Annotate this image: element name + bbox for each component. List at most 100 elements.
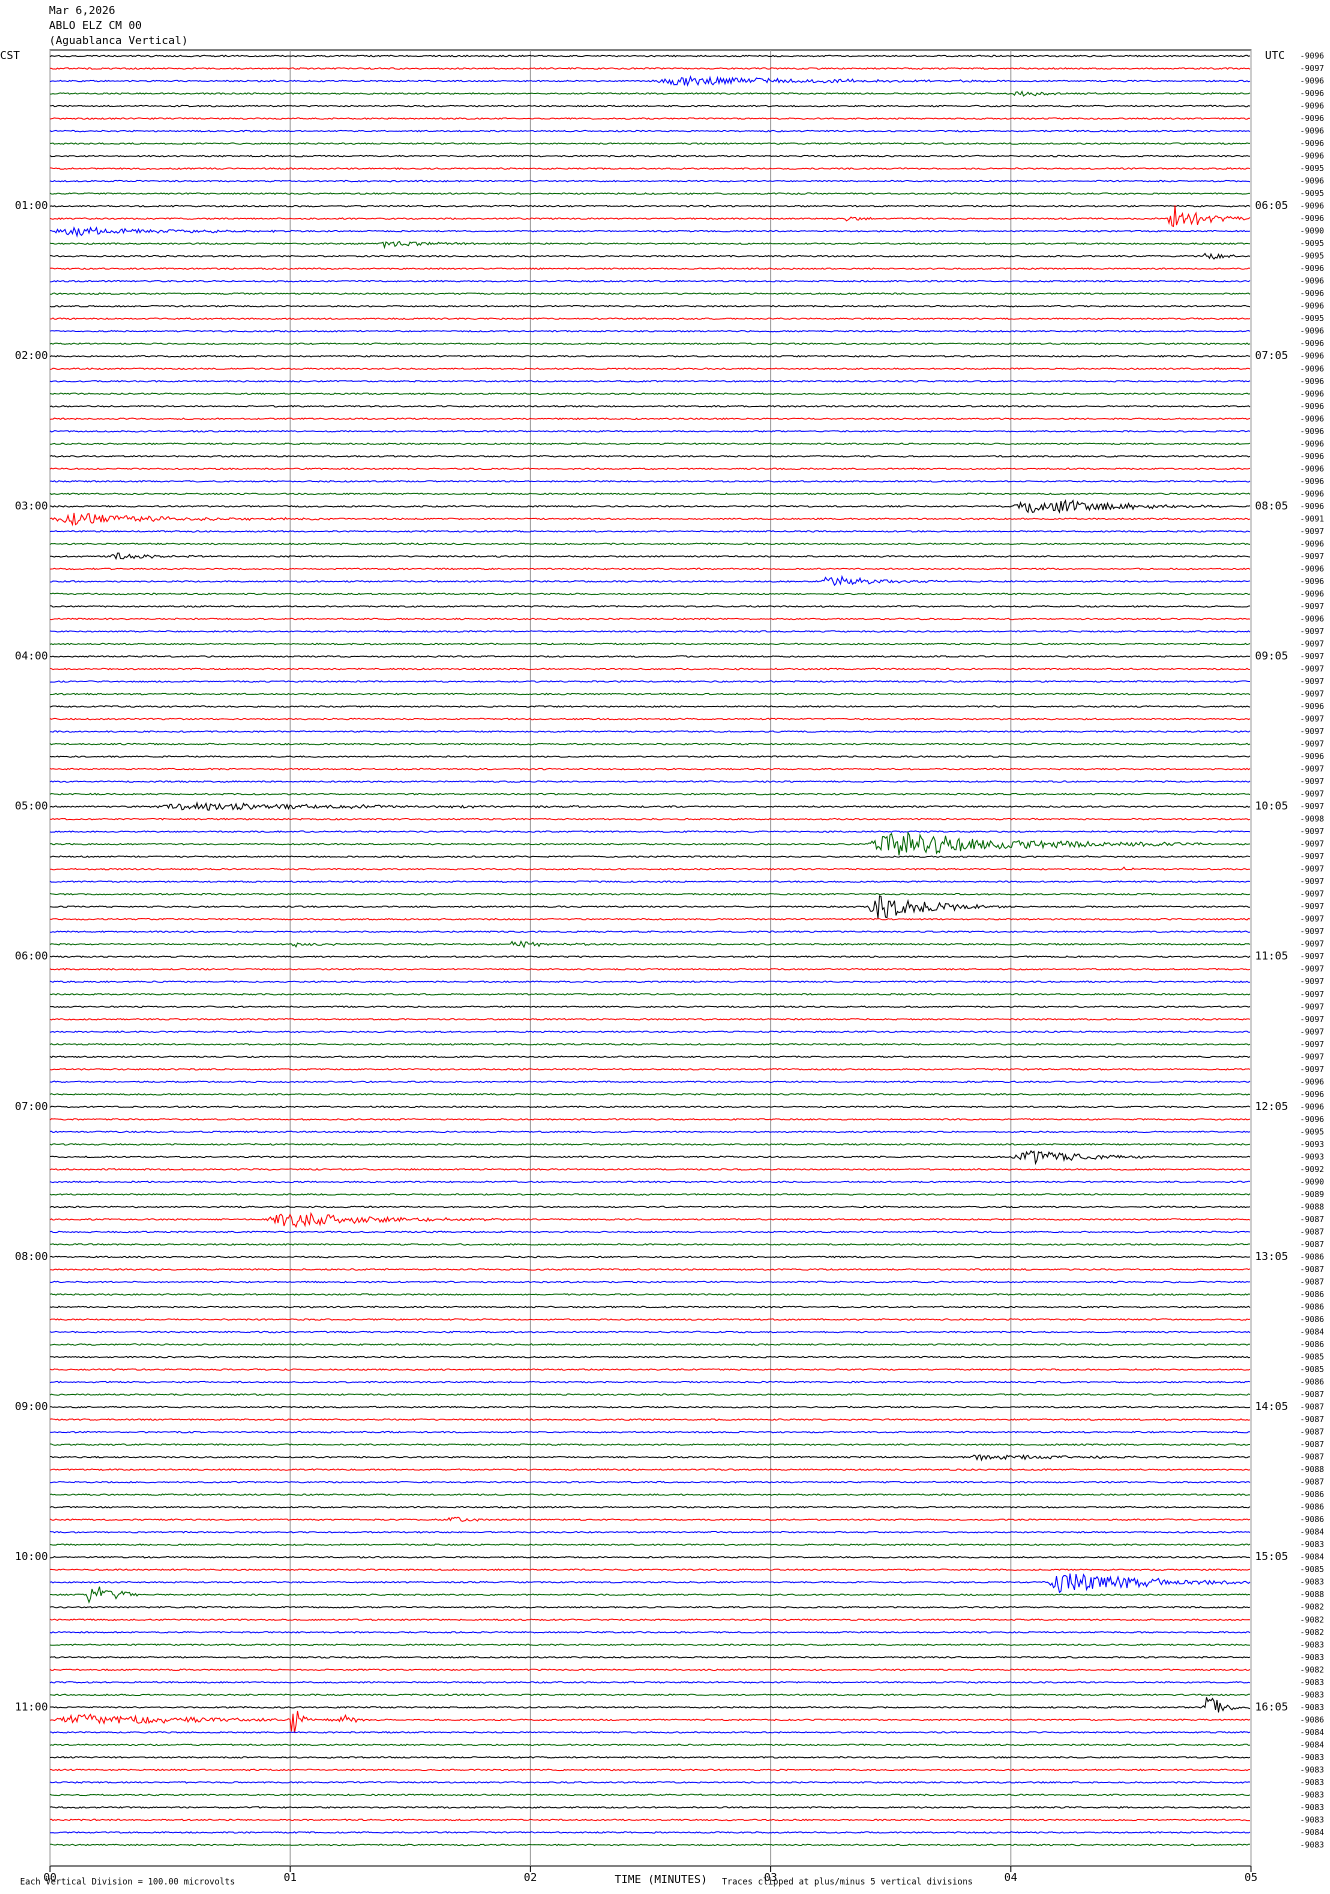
trace-offset-label: -9096 — [1300, 427, 1324, 436]
trace-offset-label: -9087 — [1300, 1227, 1324, 1236]
left-hour-label: 10:00 — [15, 1550, 48, 1563]
trace-offset-label: -9097 — [1300, 1027, 1324, 1036]
trace — [49, 630, 1251, 633]
trace-offset-label: -9090 — [1300, 1177, 1324, 1186]
trace-offset-label: -9096 — [1300, 577, 1324, 586]
trace-offset-label: -9083 — [1300, 1690, 1324, 1699]
trace — [49, 567, 1251, 571]
trace-offset-label: -9096 — [1300, 152, 1324, 161]
x-tick-label: 03 — [764, 1871, 777, 1884]
trace-offset-label: -9082 — [1300, 1615, 1324, 1624]
trace — [49, 992, 1251, 996]
trace — [49, 204, 1251, 208]
trace-offset-label: -9096 — [1300, 202, 1324, 211]
trace — [49, 1318, 1251, 1321]
trace — [50, 1586, 1251, 1604]
trace — [49, 1355, 1251, 1359]
trace-offset-label: -9084 — [1300, 1328, 1324, 1337]
trace — [49, 680, 1250, 683]
trace-offset-label: -9086 — [1300, 1290, 1324, 1299]
trace-offset-label: -9097 — [1300, 602, 1324, 611]
trace-offset-label: -9086 — [1300, 1340, 1324, 1349]
trace-offset-label: -9096 — [1300, 1090, 1324, 1099]
trace — [49, 1655, 1251, 1659]
trace-offset-label: -9097 — [1300, 890, 1324, 899]
trace — [50, 730, 1251, 733]
trace-offset-label: -9083 — [1300, 1778, 1324, 1787]
trace — [49, 792, 1251, 796]
trace-offset-label: -9096 — [1300, 1077, 1324, 1086]
trace — [50, 442, 1251, 446]
trace — [49, 655, 1250, 658]
trace — [49, 1454, 1251, 1462]
trace — [49, 67, 1251, 70]
right-hour-label: 16:05 — [1255, 1700, 1288, 1713]
trace-offset-label: -9082 — [1300, 1628, 1324, 1637]
right-hour-label: 07:05 — [1255, 349, 1288, 362]
left-hour-label: 05:00 — [15, 800, 48, 813]
trace-offset-label: -9083 — [1300, 1803, 1324, 1812]
trace — [49, 1781, 1251, 1784]
trace — [49, 542, 1251, 546]
trace — [49, 1305, 1251, 1309]
trace-offset-label: -9096 — [1300, 277, 1324, 286]
trace — [49, 880, 1251, 883]
trace — [49, 1668, 1251, 1672]
trace — [50, 866, 1250, 871]
trace-offset-label: -9095 — [1300, 164, 1324, 173]
trace — [49, 104, 1251, 108]
trace — [49, 1343, 1250, 1346]
left-hour-label: 07:00 — [15, 1100, 48, 1113]
trace-offset-label: -9097 — [1300, 990, 1324, 999]
trace-offset-label: -9097 — [1300, 740, 1324, 749]
trace — [49, 342, 1251, 346]
trace — [49, 1710, 1251, 1734]
left-hour-label: 01:00 — [15, 199, 48, 212]
trace — [49, 1530, 1251, 1534]
trace-offset-label: -9096 — [1300, 102, 1324, 111]
trace-offset-label: -9097 — [1300, 1040, 1324, 1049]
trace-offset-label: -9088 — [1300, 1590, 1324, 1599]
trace — [49, 1430, 1251, 1434]
trace — [49, 1643, 1251, 1647]
trace-offset-label: -9097 — [1300, 1002, 1324, 1011]
trace-offset-label: -9097 — [1300, 765, 1324, 774]
trace-offset-label: -9096 — [1300, 389, 1324, 398]
trace — [49, 642, 1251, 646]
trace-offset-label: -9097 — [1300, 1015, 1324, 1024]
trace — [49, 717, 1251, 721]
trace — [49, 492, 1251, 496]
trace-offset-label: -9096 — [1300, 139, 1324, 148]
trace-offset-label: -9085 — [1300, 1565, 1324, 1574]
right-hour-label: 12:05 — [1255, 1100, 1288, 1113]
trace — [49, 1831, 1251, 1834]
trace-offset-label: -9083 — [1300, 1540, 1324, 1549]
trace — [49, 1573, 1251, 1594]
trace — [49, 512, 1251, 527]
trace — [50, 480, 1251, 483]
trace-offset-label: -9096 — [1300, 589, 1324, 598]
trace-offset-label: -9087 — [1300, 1390, 1324, 1399]
trace-offset-label: -9096 — [1300, 364, 1324, 373]
trace-offset-label: -9087 — [1300, 1277, 1324, 1286]
left-hour-label: 09:00 — [15, 1400, 48, 1413]
trace-offset-label: -9087 — [1300, 1265, 1324, 1274]
trace — [49, 392, 1251, 396]
trace-offset-label: -9086 — [1300, 1303, 1324, 1312]
trace — [49, 801, 1251, 811]
left-hour-label: 06:00 — [15, 950, 48, 963]
trace — [49, 1130, 1251, 1134]
trace-offset-label: -9087 — [1300, 1240, 1324, 1249]
trace-offset-label: -9087 — [1300, 1403, 1324, 1412]
trace — [49, 1493, 1251, 1496]
trace — [49, 780, 1251, 783]
trace — [49, 1568, 1251, 1572]
trace-offset-label: -9086 — [1300, 1715, 1324, 1724]
right-hour-label: 09:05 — [1255, 649, 1288, 662]
location: (Aguablanca Vertical) — [49, 34, 188, 47]
trace-offset-label: -9095 — [1300, 314, 1324, 323]
trace-offset-label: -9097 — [1300, 1065, 1324, 1074]
date: Mar 6,2026 — [49, 4, 115, 17]
trace-offset-label: -9096 — [1300, 327, 1324, 336]
plot-frame — [49, 49, 1252, 1867]
